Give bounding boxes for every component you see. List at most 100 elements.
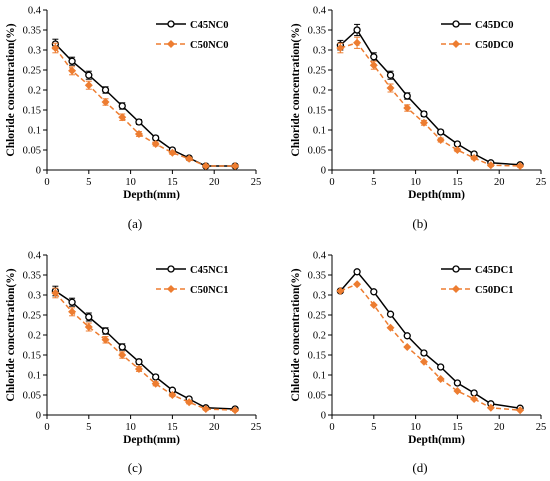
data-point xyxy=(68,66,77,75)
series-line xyxy=(340,283,521,411)
legend-label: C45NC0 xyxy=(190,20,229,31)
legend-entry: C50NC0 xyxy=(156,39,229,51)
legend-label: C50NC1 xyxy=(190,285,229,296)
x-tick-label: 25 xyxy=(251,177,262,188)
y-tick-label: 0.3 xyxy=(28,46,41,57)
x-axis-label: Depth(mm) xyxy=(123,189,180,201)
series-c50dc1 xyxy=(336,280,525,415)
legend-marker xyxy=(451,284,461,294)
data-point xyxy=(231,161,240,171)
series-c50dc0 xyxy=(336,36,525,171)
series-c50nc1 xyxy=(51,287,240,415)
series-line xyxy=(54,47,236,167)
x-tick-label: 20 xyxy=(494,422,505,433)
data-point xyxy=(516,406,525,415)
x-tick-label: 15 xyxy=(452,177,463,188)
y-tick-label: 0.25 xyxy=(23,66,41,77)
y-tick-label: 0.05 xyxy=(23,391,41,402)
data-point xyxy=(68,307,77,316)
data-point xyxy=(386,323,395,332)
legend-label: C45DC1 xyxy=(475,265,514,276)
legend-marker xyxy=(166,39,176,49)
data-point xyxy=(486,403,495,412)
x-tick-label: 25 xyxy=(251,422,262,433)
y-tick-label: 0.2 xyxy=(313,331,326,342)
data-point xyxy=(336,286,345,296)
data-point xyxy=(152,373,160,381)
data-point xyxy=(151,139,160,149)
y-tick-label: 0.4 xyxy=(313,251,327,262)
data-point xyxy=(437,128,445,136)
caption-d: (d) xyxy=(412,460,427,475)
data-point xyxy=(436,135,445,145)
y-tick-label: 0.25 xyxy=(308,311,326,322)
data-point xyxy=(353,280,362,289)
series-c45nc0 xyxy=(51,38,239,170)
data-point xyxy=(84,81,93,90)
data-point xyxy=(353,38,362,47)
data-point xyxy=(486,161,495,170)
y-tick-label: 0.3 xyxy=(28,291,41,302)
data-point xyxy=(51,288,60,298)
y-tick-label: 0.05 xyxy=(308,146,326,157)
y-tick-label: 0.4 xyxy=(313,6,327,17)
legend-marker xyxy=(452,265,460,273)
series-c50nc0 xyxy=(51,42,240,171)
x-tick-label: 10 xyxy=(125,422,136,433)
y-tick-label: 0.2 xyxy=(28,86,41,97)
data-point xyxy=(437,363,445,371)
x-tick-label: 0 xyxy=(329,422,334,433)
y-tick-label: 0.2 xyxy=(28,331,41,342)
data-point xyxy=(101,327,110,335)
data-point xyxy=(386,310,395,318)
y-tick-label: 0.4 xyxy=(28,251,42,262)
caption-c: (c) xyxy=(128,460,142,475)
x-tick-label: 0 xyxy=(329,177,334,188)
data-point xyxy=(370,53,378,61)
data-point xyxy=(84,322,93,332)
y-axis-label: Chloride concentration(%) xyxy=(5,268,17,401)
y-tick-label: 0.1 xyxy=(28,126,41,137)
data-point xyxy=(403,332,411,340)
x-tick-label: 5 xyxy=(371,177,376,188)
x-axis-label: Depth(mm) xyxy=(408,434,465,446)
data-point xyxy=(101,97,110,107)
data-point xyxy=(386,71,395,79)
x-tick-label: 20 xyxy=(209,177,220,188)
data-point xyxy=(353,26,361,34)
data-point xyxy=(118,113,127,122)
data-point xyxy=(453,386,462,396)
x-tick-label: 15 xyxy=(167,422,178,433)
x-tick-label: 15 xyxy=(167,177,178,188)
x-tick-label: 5 xyxy=(371,422,376,433)
y-tick-label: 0.1 xyxy=(28,371,41,382)
y-tick-label: 0.3 xyxy=(313,291,326,302)
y-tick-label: 0 xyxy=(321,166,326,177)
y-tick-label: 0.15 xyxy=(308,351,326,362)
x-axis-label: Depth(mm) xyxy=(408,189,465,201)
y-tick-label: 0 xyxy=(36,411,41,422)
data-point xyxy=(336,43,345,53)
data-point xyxy=(470,394,479,404)
x-tick-label: 20 xyxy=(494,177,505,188)
data-point xyxy=(85,71,93,79)
legend-marker xyxy=(167,20,175,28)
legend-label: C45DC0 xyxy=(475,20,514,31)
legend-label: C50NC0 xyxy=(190,40,229,51)
caption-a: (a) xyxy=(128,216,142,231)
y-tick-label: 0.25 xyxy=(308,66,326,77)
legend-entry: C45NC0 xyxy=(156,20,229,31)
data-point xyxy=(168,148,177,157)
data-point xyxy=(135,358,143,366)
y-tick-label: 0.35 xyxy=(308,26,326,37)
x-tick-label: 10 xyxy=(410,422,421,433)
x-tick-label: 25 xyxy=(536,177,547,188)
data-point xyxy=(370,288,378,296)
y-tick-label: 0.1 xyxy=(313,371,326,382)
data-point xyxy=(419,357,428,366)
data-point xyxy=(403,103,412,113)
x-tick-label: 5 xyxy=(86,177,91,188)
caption-b: (b) xyxy=(412,216,427,231)
x-tick-label: 10 xyxy=(410,177,421,188)
